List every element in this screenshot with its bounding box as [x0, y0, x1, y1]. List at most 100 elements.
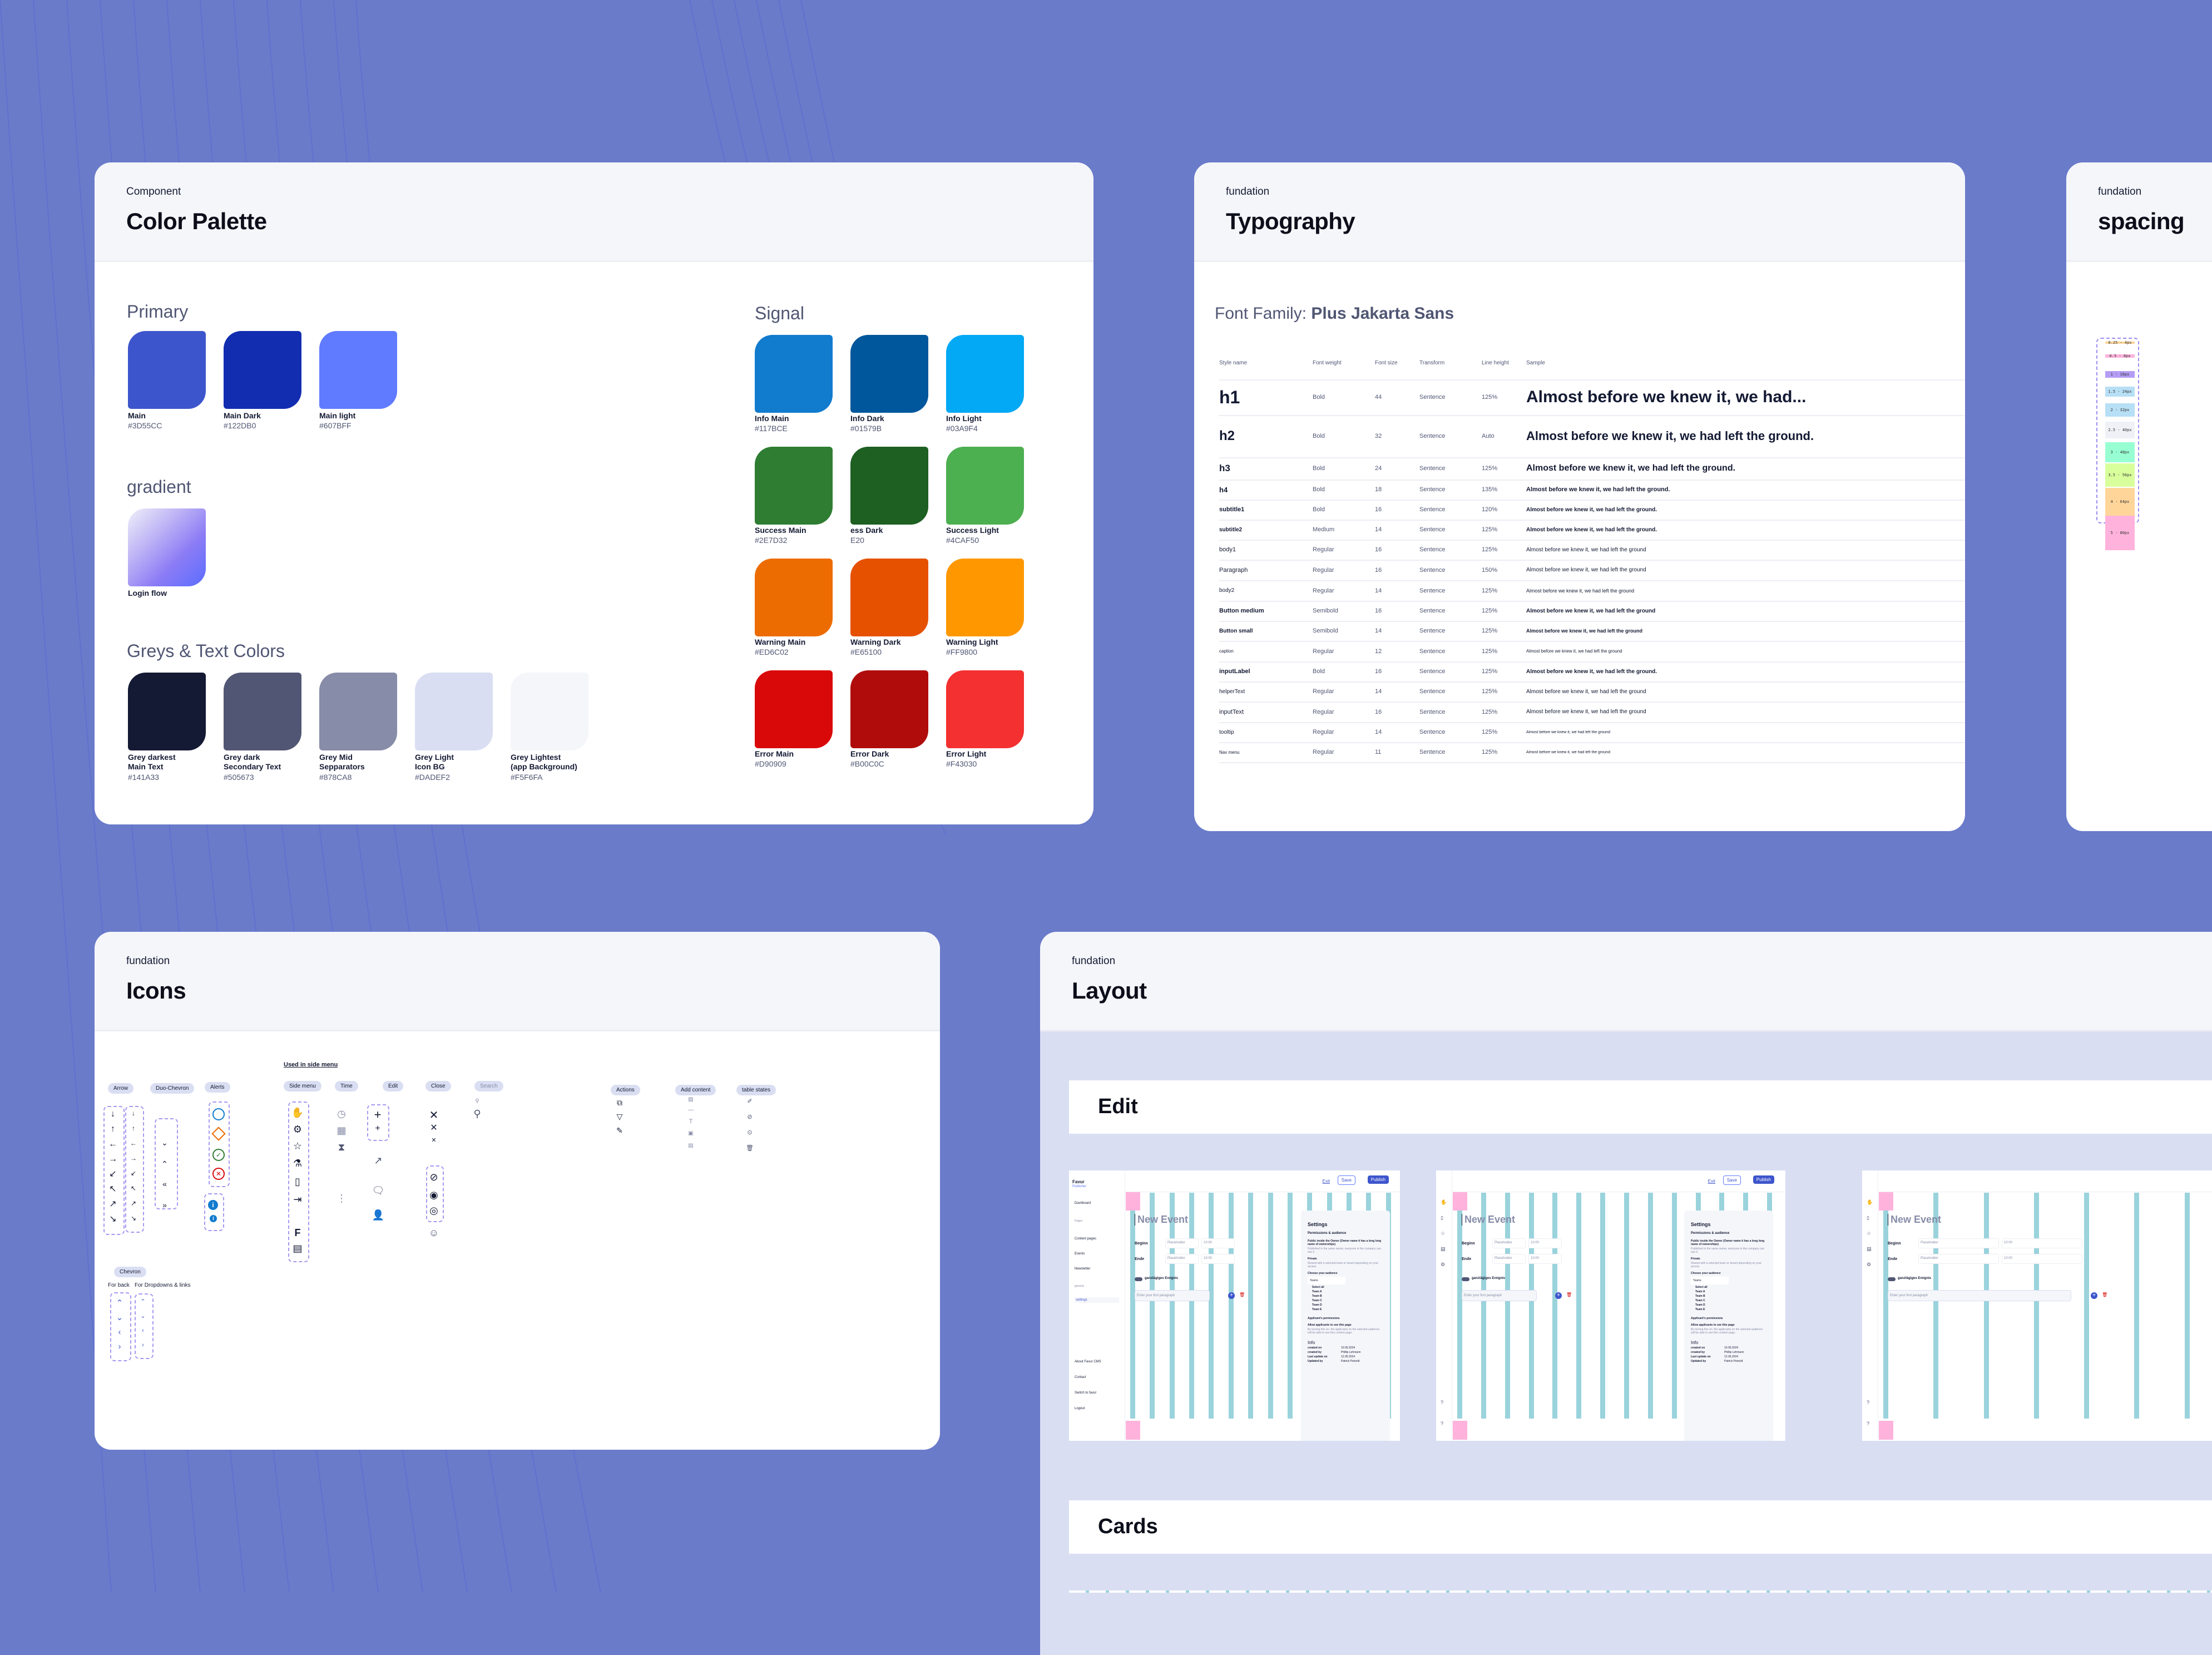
- line-height: 125%: [1482, 688, 1498, 695]
- footer-nav-contact[interactable]: Contact: [1075, 1376, 1086, 1379]
- all-day-toggle[interactable]: [1135, 1277, 1142, 1281]
- applicant-toggle[interactable]: Allow applicants to see this page: [1308, 1323, 1352, 1327]
- footer-nav-about-favur-cms[interactable]: About Favur CMS: [1075, 1360, 1101, 1363]
- collapsed-nav-icon[interactable]: ☆: [1867, 1231, 1872, 1236]
- add-block-button[interactable]: +: [1555, 1292, 1562, 1299]
- panel-kicker: Component: [126, 186, 181, 197]
- preview-sidebar: ✋▯☆▤⚙??F: [1862, 1170, 1878, 1441]
- date-input[interactable]: Placeholder: [1492, 1238, 1526, 1248]
- public-option-radio[interactable]: Public inside the Owner (Owner name it h…: [1691, 1239, 1765, 1246]
- date-input[interactable]: Placeholder: [1492, 1254, 1526, 1264]
- swatch-name: Main light: [319, 411, 356, 420]
- swatch-main-light: [319, 331, 397, 409]
- audience-select[interactable]: Teams: [1691, 1277, 1729, 1285]
- date-input[interactable]: Placeholder: [1165, 1254, 1199, 1264]
- team-checkbox[interactable]: Team C: [1695, 1299, 1705, 1302]
- paragraph-input[interactable]: Enter your first paragraph: [1135, 1290, 1210, 1301]
- collapsed-nav-icon[interactable]: ☆: [1441, 1231, 1446, 1236]
- swatch-name: Grey Light Icon BG: [415, 753, 454, 771]
- font-family-heading: Font Family: Plus Jakarta Sans: [1215, 304, 1454, 323]
- style-name: h2: [1219, 428, 1235, 443]
- applicant-permissions-title: Applicant's permissions: [1691, 1317, 1723, 1320]
- info-row: Last update on 12.05.2024: [1308, 1355, 1383, 1358]
- nav-item-settings[interactable]: settings: [1075, 1297, 1119, 1303]
- nav-item-dashboard[interactable]: Dashboard: [1075, 1202, 1091, 1205]
- sample-text: Almost before we knew it, we had left th…: [1526, 567, 1646, 573]
- save-button[interactable]: Save: [1723, 1175, 1741, 1185]
- publish-button[interactable]: Publish: [1753, 1175, 1774, 1184]
- section-title-greys: Greys & Text Colors: [127, 641, 285, 661]
- date-input[interactable]: Placeholder: [1918, 1254, 1999, 1264]
- team-checkbox[interactable]: Team D: [1695, 1303, 1705, 1307]
- public-option-radio[interactable]: Public inside the Owner (Owner name it h…: [1308, 1239, 1382, 1246]
- team-checkbox[interactable]: Team B: [1312, 1295, 1322, 1298]
- add-block-button[interactable]: +: [1228, 1292, 1235, 1299]
- margin-marker: [1453, 1192, 1467, 1211]
- spacing-token: 0.25 - 4px: [2105, 340, 2135, 345]
- date-input[interactable]: Placeholder: [1918, 1238, 1999, 1248]
- time-input[interactable]: 10:00: [1528, 1254, 1562, 1264]
- info-row: created on 10.05.2024: [1691, 1346, 1766, 1350]
- delete-block-icon[interactable]: 🗑: [1239, 1292, 1245, 1297]
- team-checkbox[interactable]: Team E: [1695, 1308, 1705, 1311]
- audience-select[interactable]: Teams: [1308, 1277, 1345, 1285]
- collapsed-nav-icon[interactable]: ▯: [1441, 1215, 1443, 1221]
- collapsed-nav-icon[interactable]: ✋: [1441, 1199, 1447, 1205]
- add-block-button[interactable]: +: [2091, 1292, 2097, 1299]
- collapsed-nav-icon[interactable]: ⚙: [1867, 1262, 1872, 1267]
- delete-block-icon[interactable]: 🗑: [1566, 1292, 1572, 1297]
- info-key: created on: [1308, 1346, 1322, 1350]
- collapsed-nav-icon[interactable]: ?: [1867, 1421, 1870, 1426]
- footer-nav-logout[interactable]: Logout: [1075, 1407, 1085, 1410]
- date-input[interactable]: Placeholder: [1165, 1238, 1199, 1248]
- collapsed-nav-icon[interactable]: ?: [1441, 1421, 1444, 1426]
- typography-panel: fundation Typography Font Family: Plus J…: [1194, 162, 1965, 831]
- time-input[interactable]: 10:00: [2002, 1238, 2082, 1248]
- publish-button[interactable]: Publish: [1367, 1175, 1389, 1184]
- team-checkbox[interactable]: Team E: [1312, 1308, 1322, 1311]
- sample-text: Almost before we knew it, we had left th…: [1526, 709, 1646, 715]
- line-height: 135%: [1482, 486, 1498, 493]
- collapsed-nav-icon[interactable]: ▤: [1441, 1246, 1446, 1252]
- team-checkbox[interactable]: Select all: [1695, 1286, 1708, 1289]
- nav-item-events[interactable]: Events: [1075, 1252, 1085, 1256]
- team-checkbox[interactable]: Team D: [1312, 1303, 1322, 1307]
- time-input[interactable]: 10:00: [1201, 1238, 1235, 1248]
- all-day-toggle[interactable]: [1888, 1277, 1896, 1281]
- team-checkbox[interactable]: Team A: [1695, 1290, 1705, 1293]
- private-option-radio[interactable]: Private: [1308, 1257, 1317, 1261]
- exit-link[interactable]: Exit: [1708, 1179, 1715, 1184]
- edit-square-icon: ✎: [616, 1126, 623, 1135]
- delete-block-icon[interactable]: 🗑: [2102, 1292, 2108, 1297]
- collapsed-nav-icon[interactable]: ✋: [1867, 1199, 1873, 1205]
- paragraph-input[interactable]: Enter your first paragraph: [1888, 1290, 2071, 1301]
- time-input[interactable]: 10:00: [1528, 1238, 1562, 1248]
- collapsed-nav-icon[interactable]: ▯: [1867, 1215, 1869, 1221]
- paragraph-input[interactable]: Enter your first paragraph: [1462, 1290, 1537, 1301]
- team-checkbox[interactable]: Team A: [1312, 1290, 1322, 1293]
- collapsed-nav-icon[interactable]: ⚙: [1441, 1262, 1446, 1267]
- event-title[interactable]: New Event: [1888, 1214, 1941, 1226]
- visibility-icons: [426, 1165, 444, 1222]
- nav-item-content-pages[interactable]: Content pages: [1075, 1237, 1097, 1241]
- time-input[interactable]: 10:00: [2002, 1254, 2082, 1264]
- team-checkbox[interactable]: Select all: [1312, 1286, 1324, 1289]
- event-title[interactable]: New Event: [1135, 1214, 1188, 1226]
- preview-sidebar: Favur Publisher Dashboard Content pages Even…: [1069, 1170, 1125, 1441]
- all-day-toggle[interactable]: [1462, 1277, 1469, 1281]
- applicant-toggle[interactable]: Allow applicants to see this page: [1691, 1323, 1735, 1327]
- team-checkbox[interactable]: Team C: [1312, 1299, 1322, 1302]
- save-button[interactable]: Save: [1337, 1175, 1355, 1185]
- exit-link[interactable]: Exit: [1322, 1179, 1330, 1184]
- font-weight: Bold: [1313, 506, 1325, 513]
- footer-nav-switch-to-favur[interactable]: Switch to favur: [1075, 1391, 1097, 1395]
- collapsed-nav-icon[interactable]: ?: [1441, 1400, 1444, 1405]
- style-name: subtitle1: [1219, 506, 1245, 513]
- nav-item-newsletter[interactable]: Newsletter: [1075, 1267, 1091, 1271]
- time-input[interactable]: 10:00: [1201, 1254, 1235, 1264]
- private-option-radio[interactable]: Private: [1691, 1257, 1700, 1261]
- collapsed-nav-icon[interactable]: ?: [1867, 1400, 1870, 1405]
- collapsed-nav-icon[interactable]: ▤: [1867, 1246, 1872, 1252]
- team-checkbox[interactable]: Team B: [1695, 1295, 1705, 1298]
- event-title[interactable]: New Event: [1462, 1214, 1515, 1226]
